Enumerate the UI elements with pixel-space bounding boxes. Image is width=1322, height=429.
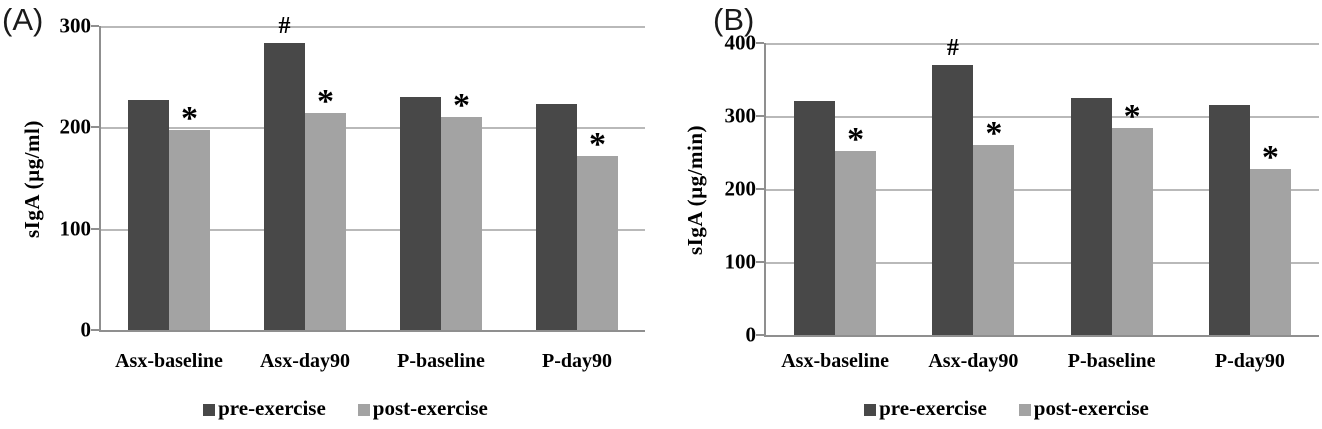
significance-marker-asterisk: * xyxy=(317,83,334,121)
legend-item-post-exercise: post-exercise xyxy=(1018,396,1149,421)
y-axis-tick xyxy=(91,25,99,27)
x-axis-category-label: Asx-baseline xyxy=(781,350,890,372)
legend-label-pre-exercise: pre-exercise xyxy=(879,396,987,420)
gridline xyxy=(766,262,1319,264)
bar-pre-exercise xyxy=(536,104,577,330)
legend-label-pre-exercise: pre-exercise xyxy=(218,396,326,420)
significance-marker-hash: # xyxy=(278,13,291,40)
x-axis-category-label: P-day90 xyxy=(1214,350,1285,372)
legend-swatch-post-exercise-icon xyxy=(357,403,370,416)
legend-swatch-pre-exercise-icon xyxy=(203,403,216,416)
x-axis-category-label: P-day90 xyxy=(542,350,612,372)
y-axis-tick-label: 0 xyxy=(745,322,757,347)
bar-pre-exercise xyxy=(400,96,441,330)
gridline xyxy=(101,228,645,231)
panel-a: (A) sIgA (µg/ml) 0 100 200 300 Asx-baseline *… xyxy=(2,2,661,421)
y-axis-tick-label: 0 xyxy=(80,317,92,342)
y-axis-tick-label: 200 xyxy=(59,114,92,139)
gridline xyxy=(101,26,645,28)
legend-a: pre-exercise post-exercise xyxy=(30,396,661,421)
panel-label-b: (B) xyxy=(713,2,755,37)
x-axis-category-label: Asx-day90 xyxy=(928,350,1019,372)
bar-post-exercise xyxy=(1249,169,1291,335)
gridline xyxy=(766,43,1319,45)
y-axis-tick xyxy=(756,42,764,44)
y-axis-tick-label: 300 xyxy=(724,103,757,128)
bar-post-exercise xyxy=(441,117,482,330)
significance-marker-asterisk: * xyxy=(453,87,470,125)
bar-post-exercise xyxy=(577,155,618,330)
y-axis-tick xyxy=(91,329,99,331)
legend-item-post-exercise: post-exercise xyxy=(357,396,488,421)
plot-area-a: 0 100 200 300 Asx-baseline * Asx-day90 # * P-base… xyxy=(60,14,645,372)
bar-post-exercise xyxy=(973,145,1015,335)
gridline xyxy=(101,127,645,130)
y-axis-tick xyxy=(756,334,764,336)
y-axis-tick-label: 100 xyxy=(59,216,92,241)
y-axis-tick-label: 200 xyxy=(724,176,757,201)
bar-post-exercise xyxy=(1111,128,1153,335)
bar-pre-exercise xyxy=(1070,97,1112,335)
panel-b: (B) sIgA (µg/min) 0 100 200 300 400 Asx-basel… xyxy=(661,0,1322,429)
y-axis-tick-label: 400 xyxy=(724,30,757,55)
x-axis-category-label: Asx-baseline xyxy=(115,350,223,372)
gridline xyxy=(766,189,1319,191)
y-axis-tick xyxy=(756,188,764,190)
gridline xyxy=(766,116,1319,118)
legend-label-post-exercise: post-exercise xyxy=(1033,396,1149,420)
significance-marker-asterisk: * xyxy=(181,100,198,138)
plot-area-b: 0 100 200 300 400 Asx-baseline * Asx-day90 # * P-b… xyxy=(725,32,1319,372)
significance-marker-asterisk: * xyxy=(847,121,865,159)
significance-marker-asterisk: * xyxy=(1123,98,1141,136)
y-axis-tick-label: 300 xyxy=(59,13,92,38)
bar-post-exercise xyxy=(169,130,210,330)
y-axis-label-a: sIgA (µg/ml) xyxy=(20,120,44,238)
significance-marker-asterisk: * xyxy=(1261,139,1279,177)
y-axis-tick-label: 100 xyxy=(724,249,757,274)
bar-pre-exercise xyxy=(128,99,169,330)
bar-pre-exercise xyxy=(794,101,836,335)
legend-swatch-pre-exercise-icon xyxy=(864,403,877,416)
bar-post-exercise xyxy=(835,151,877,335)
x-axis-category-label: P-baseline xyxy=(397,350,485,372)
y-axis-tick xyxy=(91,227,99,230)
y-axis-tick xyxy=(756,261,764,263)
legend-b: pre-exercise post-exercise xyxy=(691,396,1322,421)
bar-post-exercise xyxy=(305,113,346,330)
bar-pre-exercise xyxy=(264,43,305,330)
legend-item-pre-exercise: pre-exercise xyxy=(203,396,326,421)
y-axis-tick xyxy=(756,115,764,117)
legend-item-pre-exercise: pre-exercise xyxy=(864,396,987,421)
significance-marker-asterisk: * xyxy=(985,115,1003,153)
x-axis-category-label: Asx-day90 xyxy=(259,350,351,372)
legend-label-post-exercise: post-exercise xyxy=(372,396,488,420)
significance-marker-hash: # xyxy=(946,34,959,61)
bar-pre-exercise xyxy=(932,64,974,335)
significance-marker-asterisk: * xyxy=(589,125,606,163)
y-axis-label-b: sIgA (µg/min) xyxy=(683,124,707,256)
x-axis-category-label: P-baseline xyxy=(1067,350,1156,372)
panel-label-a: (A) xyxy=(2,2,44,37)
y-axis-tick xyxy=(91,126,99,129)
legend-swatch-post-exercise-icon xyxy=(1018,403,1031,416)
bar-pre-exercise xyxy=(1208,105,1250,335)
